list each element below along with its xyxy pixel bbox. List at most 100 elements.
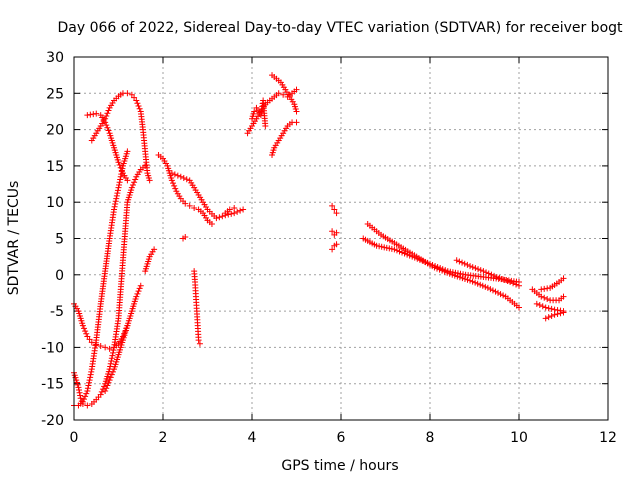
- data-point-interp: [171, 182, 178, 189]
- data-point-interp: [83, 330, 90, 337]
- data-point: [391, 246, 398, 253]
- data-point: [186, 202, 193, 209]
- series-s10: [180, 234, 189, 242]
- data-point: [97, 391, 104, 398]
- series-s16: [269, 72, 300, 115]
- data-point-interp: [491, 272, 498, 279]
- data-point-interp: [108, 371, 115, 378]
- data-point-interp: [87, 371, 94, 378]
- data-point-interp: [180, 175, 187, 181]
- data-point: [124, 90, 131, 97]
- data-point-interp: [170, 180, 177, 187]
- data-point-interp: [103, 385, 110, 392]
- series-s3: [71, 148, 131, 409]
- data-point: [168, 177, 175, 184]
- data-point-interp: [544, 296, 551, 302]
- data-point-interp: [85, 382, 92, 389]
- data-point: [133, 293, 140, 300]
- data-point: [106, 377, 113, 384]
- data-point: [560, 293, 567, 300]
- data-point: [542, 304, 549, 311]
- series-s24: [533, 300, 567, 315]
- data-point-interp: [107, 360, 114, 367]
- data-point-interp: [234, 208, 241, 215]
- data-point-interp: [237, 207, 244, 214]
- y-tick-label: 25: [46, 86, 64, 102]
- data-point: [195, 337, 202, 344]
- data-point-interp: [105, 127, 112, 134]
- data-point: [208, 220, 215, 227]
- data-point-interp: [495, 289, 502, 296]
- data-point-interp: [452, 269, 459, 276]
- data-point-interp: [456, 258, 463, 265]
- data-point-interp: [376, 243, 383, 250]
- data-point-interp: [131, 179, 138, 186]
- y-tick-label: -10: [41, 340, 64, 356]
- data-point: [133, 97, 140, 104]
- grid: [74, 57, 608, 420]
- data-point-interp: [86, 377, 93, 384]
- x-tick-label: 8: [426, 430, 435, 446]
- data-point-interp: [548, 305, 555, 312]
- data-point-interp: [114, 190, 121, 197]
- data-point: [182, 200, 189, 207]
- data-point: [151, 246, 158, 253]
- data-point-interp: [118, 167, 125, 174]
- data-point-interp: [485, 270, 492, 277]
- data-point: [102, 115, 109, 122]
- data-point-interp: [459, 259, 466, 266]
- data-point-interp: [76, 389, 83, 396]
- data-point-interp: [500, 292, 507, 299]
- data-point-interp: [499, 276, 506, 283]
- data-point-interp: [132, 176, 139, 183]
- series-s4: [84, 110, 131, 184]
- series-s17: [329, 202, 340, 217]
- data-point-interp: [548, 312, 555, 319]
- y-tick-label: 5: [55, 232, 64, 248]
- data-point: [467, 277, 474, 284]
- data-point-interp: [98, 388, 105, 395]
- chart-title: Day 066 of 2022, Sidereal Day-to-day VTE…: [57, 20, 623, 36]
- data-point: [191, 205, 198, 212]
- data-point-interp: [88, 368, 95, 375]
- data-point-interp: [378, 243, 385, 250]
- data-point-interp: [436, 266, 443, 273]
- data-point-interp: [464, 261, 471, 268]
- data-point-interp: [536, 302, 543, 309]
- data-point-interp: [454, 273, 461, 280]
- data-point: [560, 309, 567, 316]
- data-point: [106, 345, 113, 352]
- data-point-interp: [545, 305, 552, 312]
- data-point: [560, 275, 567, 282]
- data-point-interp: [117, 164, 124, 171]
- data-point-interp: [114, 187, 121, 194]
- data-point-interp: [472, 279, 479, 286]
- data-point-interp: [433, 265, 440, 272]
- data-point: [102, 344, 109, 351]
- data-point: [79, 322, 86, 329]
- series-s6: [102, 282, 144, 394]
- data-point-interp: [446, 270, 453, 277]
- data-point-interp: [472, 265, 479, 272]
- data-point: [480, 268, 487, 275]
- data-point: [77, 395, 84, 402]
- data-point-interp: [383, 244, 390, 251]
- data-point: [293, 108, 300, 115]
- data-point-interp: [113, 195, 120, 202]
- series-s14: [249, 97, 269, 129]
- data-point-interp: [477, 267, 484, 274]
- data-point-interp: [444, 269, 451, 276]
- data-point: [293, 86, 300, 93]
- data-point-interp: [488, 271, 495, 278]
- data-point-interp: [103, 112, 110, 119]
- data-point-interp: [388, 245, 395, 252]
- data-point: [516, 282, 522, 289]
- data-point-interp: [216, 214, 223, 221]
- series-s19: [329, 241, 340, 253]
- data-point: [551, 311, 558, 318]
- data-point: [251, 108, 258, 115]
- data-point: [84, 387, 91, 394]
- data-point-interp: [489, 287, 496, 294]
- data-point: [329, 202, 336, 209]
- data-point: [331, 206, 338, 213]
